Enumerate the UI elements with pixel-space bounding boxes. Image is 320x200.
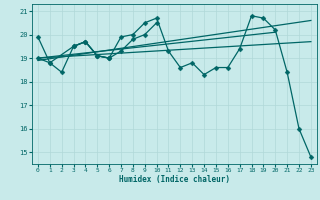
X-axis label: Humidex (Indice chaleur): Humidex (Indice chaleur) (119, 175, 230, 184)
